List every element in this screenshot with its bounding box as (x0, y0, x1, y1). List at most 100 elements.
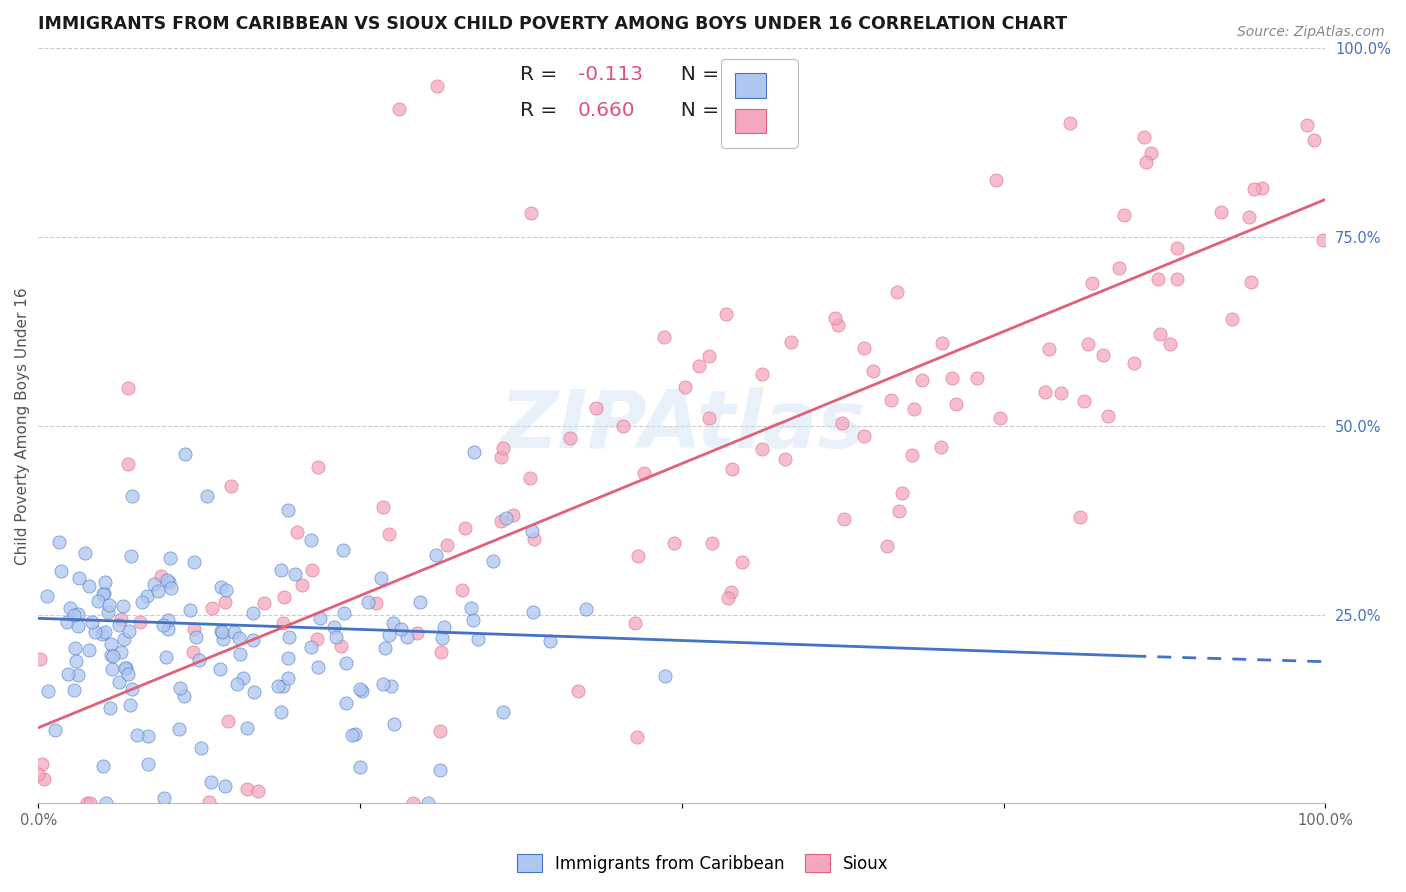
Point (112, 599, 135, 613)
Point (382, 615, 405, 630)
Point (323, 620, 346, 634)
Point (28, 652, 51, 666)
Point (502, 508, 524, 523)
Point (209, 662, 232, 676)
Point (1149, 326, 1171, 341)
Point (82, 615, 104, 630)
Point (731, 555, 754, 569)
Point (93, 625, 115, 640)
Point (120, 698, 142, 713)
Point (67, 571, 90, 585)
Point (567, 684, 589, 698)
Y-axis label: Child Poverty Among Boys Under 16: Child Poverty Among Boys Under 16 (15, 287, 30, 565)
Point (32, 772, 55, 786)
Point (136, 757, 159, 772)
Point (79, 796, 101, 810)
Point (287, 525, 309, 540)
Point (214, 595, 236, 609)
Point (492, 441, 515, 455)
Point (1147, 272, 1170, 286)
Point (886, 285, 908, 300)
Point (929, 441, 952, 455)
Point (278, 630, 301, 644)
Point (454, 521, 477, 535)
Point (157, 622, 180, 636)
Point (1139, 145, 1161, 160)
Point (284, 566, 307, 581)
Point (1303, 133, 1326, 147)
Point (495, 511, 517, 525)
Point (520, 206, 543, 220)
Point (309, 611, 332, 625)
Point (364, 596, 387, 610)
Point (112, 632, 135, 646)
Point (903, 401, 925, 416)
Point (98, 599, 121, 613)
Point (37, 683, 59, 698)
Point (242, 606, 264, 620)
Point (654, 669, 676, 683)
Point (100, 637, 122, 651)
Point (110, 645, 132, 659)
Point (931, 336, 953, 351)
Point (183, 555, 205, 569)
Point (450, 582, 472, 597)
Point (433, 620, 456, 634)
Point (117, 624, 139, 638)
Point (988, 410, 1011, 425)
Point (236, 782, 259, 797)
Point (627, 549, 650, 563)
Point (181, 644, 204, 658)
Point (350, 684, 373, 698)
Point (1312, 233, 1334, 247)
Point (55, 615, 77, 629)
Point (103, 649, 125, 664)
Point (391, 622, 413, 636)
Text: 0.660: 0.660 (578, 101, 636, 120)
Text: 125: 125 (728, 101, 766, 120)
Point (378, 628, 401, 642)
Point (406, 626, 429, 640)
Point (120, 549, 142, 563)
Point (217, 714, 239, 728)
Point (253, 596, 276, 610)
Point (1159, 337, 1181, 351)
Point (941, 371, 963, 385)
Point (117, 667, 139, 681)
Point (626, 730, 648, 744)
Point (270, 705, 292, 719)
Point (1240, 275, 1263, 289)
Point (146, 584, 169, 599)
Point (737, 66, 759, 80)
Point (374, 640, 396, 655)
Text: -0.113: -0.113 (578, 65, 643, 85)
Point (271, 616, 294, 631)
Point (1209, 204, 1232, 219)
Point (1097, 409, 1119, 424)
Point (492, 706, 515, 720)
Point (945, 397, 967, 411)
Point (48, 534, 70, 549)
Point (94, 796, 117, 810)
Point (190, 741, 212, 756)
Point (236, 721, 259, 735)
Point (228, 631, 250, 645)
Point (1033, 385, 1056, 400)
Point (117, 381, 139, 395)
Point (307, 660, 329, 674)
Point (65, 640, 87, 655)
Point (429, 723, 451, 738)
Point (612, 418, 634, 433)
Point (432, 631, 454, 645)
Point (277, 671, 299, 685)
Point (901, 448, 924, 462)
Point (396, 630, 419, 644)
Text: N =: N = (668, 101, 725, 120)
Point (62, 683, 84, 698)
Point (538, 633, 561, 648)
Point (880, 393, 903, 408)
Point (121, 489, 143, 503)
Point (211, 625, 233, 640)
Point (489, 450, 512, 465)
Point (1077, 337, 1099, 351)
